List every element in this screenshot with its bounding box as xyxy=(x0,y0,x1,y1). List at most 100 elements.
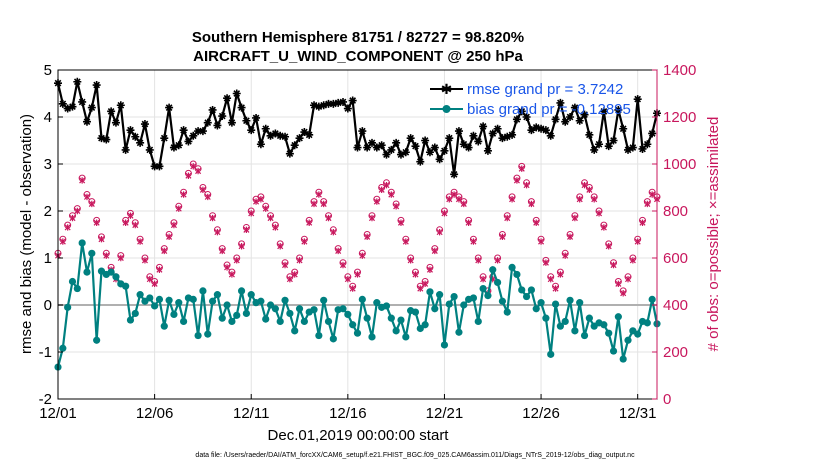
bias-point xyxy=(489,266,497,274)
rmse-point xyxy=(194,127,203,136)
rmse-point xyxy=(474,137,483,146)
bias-point xyxy=(291,327,299,335)
obs-assimilated-point xyxy=(335,247,342,255)
rmse-point xyxy=(227,118,236,127)
obs-assimilated-point xyxy=(170,221,177,229)
rmse-point xyxy=(300,128,309,137)
bias-point xyxy=(508,263,516,271)
bias-point xyxy=(126,316,135,324)
obs-assimilated-point xyxy=(605,243,612,250)
obs-assimilated-point xyxy=(509,196,516,203)
bias-point xyxy=(576,299,584,307)
rmse-point xyxy=(595,140,604,149)
rmse-point xyxy=(78,97,87,106)
rmse-point xyxy=(256,140,265,149)
bias-point xyxy=(59,344,67,352)
obs-assimilated-point xyxy=(146,275,153,283)
bias-point xyxy=(532,305,540,313)
bias-point xyxy=(324,317,333,326)
bias-point xyxy=(363,314,371,322)
obs-assimilated-point xyxy=(69,214,76,222)
bias-point xyxy=(547,350,555,358)
obs-assimilated-point xyxy=(431,247,438,255)
bias-point xyxy=(392,327,400,335)
obs-assimilated-point xyxy=(320,200,327,208)
obs-assimilated-point xyxy=(272,224,279,231)
obs-assimilated-point xyxy=(175,205,182,212)
rmse-point xyxy=(276,131,285,140)
bias-point xyxy=(300,317,308,326)
obs-assimilated-point xyxy=(306,219,313,226)
bias-point xyxy=(93,336,101,344)
obs-assimilated-point xyxy=(455,196,462,203)
rmse-point xyxy=(150,162,159,171)
rmse-point xyxy=(189,131,198,140)
rmse-point xyxy=(348,96,357,105)
bias-point xyxy=(64,303,72,311)
rmse-point xyxy=(411,142,420,151)
bias-point xyxy=(382,302,391,310)
rmse-point xyxy=(609,136,618,145)
rmse-point xyxy=(459,140,468,149)
bias-point xyxy=(609,347,618,355)
rmse-point xyxy=(237,103,246,112)
bias-point xyxy=(136,291,144,299)
rmse-point xyxy=(261,124,270,133)
obs-assimilated-point xyxy=(180,191,187,198)
y-tick-label: 3 xyxy=(44,156,52,173)
obs-assimilated-point xyxy=(122,219,129,226)
rmse-point xyxy=(556,98,565,107)
obs-assimilated-point xyxy=(533,219,540,226)
rmse-point xyxy=(561,117,570,126)
bias-point xyxy=(431,305,439,313)
bias-point xyxy=(204,330,212,338)
rmse-point xyxy=(281,132,290,141)
rmse-point xyxy=(566,113,575,121)
bias-point xyxy=(469,294,478,302)
y-right-tick-label: 1400 xyxy=(663,62,696,79)
rmse-point xyxy=(73,77,82,86)
rmse-point xyxy=(599,107,608,116)
obs-assimilated-point xyxy=(301,238,308,245)
y-right-tick-label: 1000 xyxy=(663,156,696,173)
rmse-point xyxy=(396,150,405,159)
y-right-tick-label: 800 xyxy=(663,203,688,220)
bias-point xyxy=(247,291,255,299)
rmse-point xyxy=(334,98,343,107)
bias-point xyxy=(479,284,487,293)
obs-assimilated-point xyxy=(586,186,593,194)
obs-assimilated-point xyxy=(253,198,260,205)
x-tick-label: 12/31 xyxy=(619,405,657,422)
legend: ✱ rmse grand pr = 3.7242 bias grand pr =… xyxy=(430,81,631,118)
rmse-point xyxy=(624,145,633,154)
obs-assimilated-point xyxy=(547,275,554,283)
bias-point xyxy=(648,295,656,303)
rmse-point xyxy=(203,118,212,127)
rmse-point xyxy=(213,121,222,130)
obs-assimilated-point xyxy=(83,193,91,201)
rmse-point xyxy=(319,101,328,110)
obs-assimilated-point xyxy=(634,238,641,245)
obs-assimilated-point xyxy=(296,257,303,264)
bias-point xyxy=(580,331,589,340)
obs-assimilated-point xyxy=(156,266,163,273)
bias-point xyxy=(349,321,357,329)
rmse-point xyxy=(310,101,319,110)
obs-assimilated-point xyxy=(117,254,124,262)
obs-assimilated-point xyxy=(310,200,318,208)
bias-point xyxy=(397,316,405,324)
bias-point xyxy=(450,292,458,301)
y-tick-label: -2 xyxy=(39,391,52,408)
x-tick-label: 12/26 xyxy=(522,405,560,422)
y-tick-label: 1 xyxy=(44,250,52,267)
obs-assimilated-point xyxy=(243,226,250,233)
rmse-point xyxy=(604,142,613,151)
rmse-point xyxy=(541,126,550,135)
obs-assimilated-point xyxy=(161,247,168,255)
bias-point xyxy=(440,341,449,349)
rmse-point xyxy=(493,124,502,133)
obs-assimilated-point xyxy=(349,285,356,292)
rmse-point xyxy=(387,145,396,154)
bias-point xyxy=(329,335,337,343)
obs-assimilated-point xyxy=(93,219,100,226)
